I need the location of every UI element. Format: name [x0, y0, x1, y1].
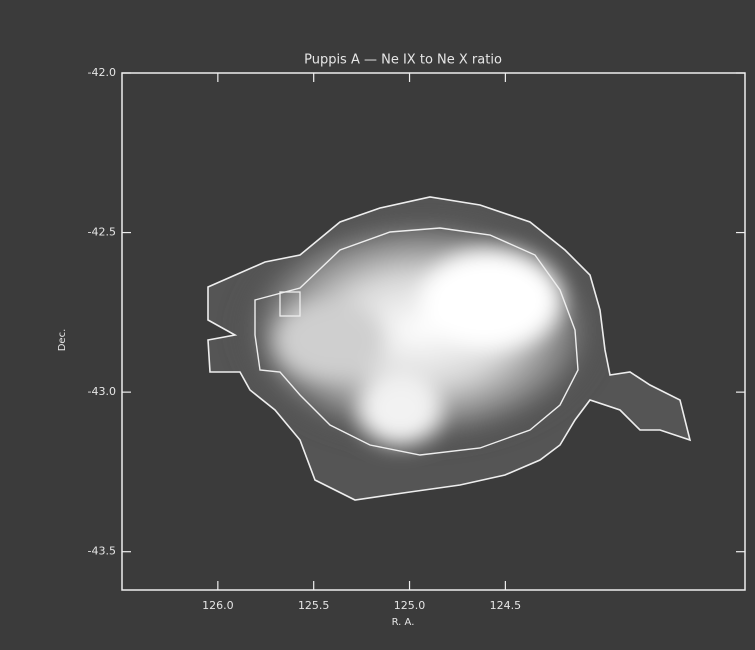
x-tick-label: 126.0 [202, 599, 234, 612]
y-tick-label: -43.5 [88, 545, 116, 558]
x-tick-label: 124.5 [490, 599, 522, 612]
chart: Puppis A — Ne IX to Ne X ratio R. A. Dec… [0, 0, 755, 650]
y-tick-label: -42.5 [88, 226, 116, 239]
chart-title: Puppis A — Ne IX to Ne X ratio [304, 53, 502, 68]
glow [275, 300, 385, 380]
x-axis-label: R. A. [392, 617, 415, 628]
glow [360, 375, 440, 445]
page: {"chart_data": {"type": "image", "title"… [0, 0, 755, 650]
x-tick-label: 125.5 [298, 599, 330, 612]
x-tick-label: 125.0 [394, 599, 426, 612]
glow [420, 250, 560, 350]
y-tick-label: -42.0 [88, 66, 116, 79]
y-axis-label: Dec. [57, 329, 68, 352]
y-tick-label: -43.0 [88, 385, 116, 398]
